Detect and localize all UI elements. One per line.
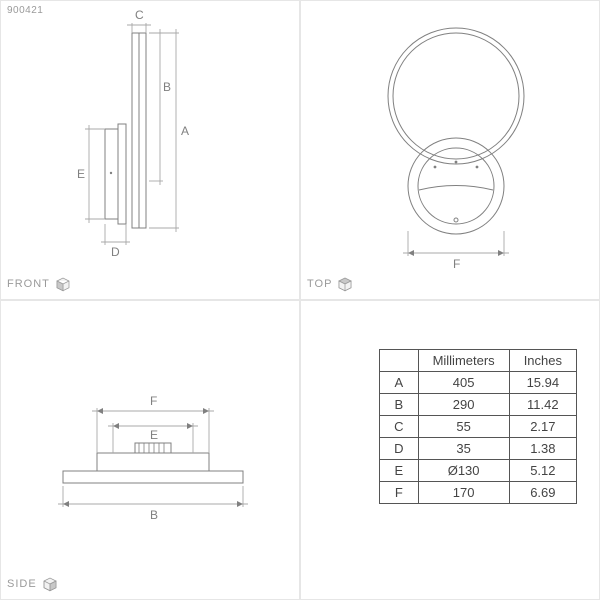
svg-text:D: D (111, 245, 120, 259)
table-row: EØ1305.12 (380, 460, 577, 482)
side-view-cell: F E B SIDE (0, 300, 300, 600)
cube-icon (54, 275, 72, 293)
top-drawing: F (301, 1, 600, 300)
side-label: SIDE (7, 575, 59, 593)
col-mm: Millimeters (418, 350, 509, 372)
table-row: D351.38 (380, 438, 577, 460)
drawing-grid: 900421 C A B (0, 0, 600, 600)
dimensions-table: Millimeters Inches A40515.94 B29011.42 C… (379, 349, 577, 504)
table-header-row: Millimeters Inches (380, 350, 577, 372)
side-label-text: SIDE (7, 578, 37, 590)
svg-text:C: C (135, 8, 144, 22)
top-view-cell: F TOP (300, 0, 600, 300)
table-cell: Millimeters Inches A40515.94 B29011.42 C… (300, 300, 600, 600)
table-row: F1706.69 (380, 482, 577, 504)
front-view-cell: 900421 C A B (0, 0, 300, 300)
table-row: C552.17 (380, 416, 577, 438)
top-label: TOP (307, 275, 354, 293)
cube-icon (336, 275, 354, 293)
svg-text:E: E (150, 428, 158, 442)
front-label: FRONT (7, 275, 72, 293)
svg-text:A: A (181, 124, 189, 138)
svg-text:B: B (163, 80, 171, 94)
svg-text:B: B (150, 508, 158, 522)
front-drawing: C A B E D (1, 1, 300, 300)
svg-text:E: E (77, 167, 85, 181)
svg-text:F: F (453, 257, 460, 271)
col-in: Inches (509, 350, 576, 372)
table-body: A40515.94 B29011.42 C552.17 D351.38 EØ13… (380, 372, 577, 504)
table-row: B29011.42 (380, 394, 577, 416)
cube-icon (41, 575, 59, 593)
side-drawing: F E B (1, 301, 300, 600)
top-label-text: TOP (307, 278, 332, 290)
svg-text:F: F (150, 394, 157, 408)
table-row: A40515.94 (380, 372, 577, 394)
front-label-text: FRONT (7, 278, 50, 290)
